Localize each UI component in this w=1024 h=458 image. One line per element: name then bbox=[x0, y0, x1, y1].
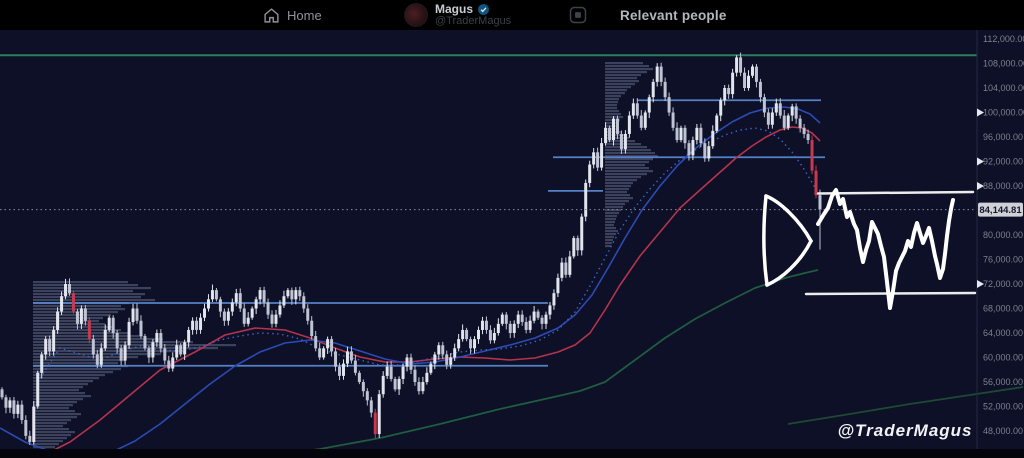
projection-zigzag-drawing bbox=[816, 188, 955, 310]
avatar[interactable] bbox=[404, 3, 428, 27]
home-label: Home bbox=[287, 7, 322, 23]
price-tick-label: 96,000.00 bbox=[983, 132, 1023, 142]
ma-red bbox=[39, 126, 821, 458]
scale-arrow-marker bbox=[977, 108, 984, 117]
volume-profile-left bbox=[33, 281, 236, 449]
relevant-people-section: Relevant people bbox=[620, 0, 727, 30]
user-handle: @TraderMagus bbox=[435, 15, 512, 27]
price-tick-label: 108,000.00 bbox=[983, 59, 1024, 69]
chart-image[interactable]: 112,000.00 108,000.00 104,000.00 100,000.00… bbox=[0, 30, 1024, 458]
volume-profile-right bbox=[605, 62, 658, 248]
last-price-label bbox=[978, 202, 1023, 217]
price-tick-label: 92,000.00 bbox=[983, 157, 1023, 167]
price-tick-label: 76,000.00 bbox=[983, 255, 1023, 265]
price-tick-label: 112,000.00 bbox=[983, 34, 1024, 44]
price-tick-label: 64,000.00 bbox=[983, 328, 1023, 338]
pennant-drawing bbox=[765, 239, 813, 287]
price-tick-label: 88,000.00 bbox=[983, 181, 1023, 191]
green-arc bbox=[787, 386, 1024, 425]
top-navigation-bar: Home Magus @TraderMagus Relevant people bbox=[0, 0, 1024, 30]
scale-arrow-marker bbox=[977, 157, 984, 166]
resistance-line-drawing bbox=[816, 190, 975, 195]
price-tick-label: 60,000.00 bbox=[983, 353, 1023, 363]
price-tick-label: 52,000.00 bbox=[983, 402, 1023, 412]
candlestick-series bbox=[0, 52, 822, 446]
price-tick-label: 104,000.00 bbox=[983, 83, 1024, 93]
verified-badge-icon bbox=[478, 4, 489, 15]
author-chip[interactable]: Magus @TraderMagus bbox=[404, 0, 511, 30]
price-tick-label: 68,000.00 bbox=[983, 304, 1023, 314]
price-tick-label: 72,000.00 bbox=[983, 279, 1023, 289]
pennant-drawing bbox=[764, 194, 813, 243]
price-tick-label: 100,000.00 bbox=[983, 108, 1024, 118]
home-icon bbox=[264, 7, 279, 23]
chart-background bbox=[0, 30, 1024, 449]
price-tick-label: 56,000.00 bbox=[983, 377, 1023, 387]
price-tick-label: 48,000.00 bbox=[983, 426, 1023, 436]
user-display-name: Magus bbox=[435, 2, 474, 16]
grok-icon bbox=[569, 6, 587, 24]
bottom-strip bbox=[0, 449, 1024, 458]
support-line-drawing bbox=[804, 291, 977, 296]
candlestick-chart: 112,000.00 108,000.00 104,000.00 100,000.00… bbox=[0, 30, 1024, 458]
watermark: @TraderMagus bbox=[837, 421, 972, 440]
home-nav[interactable]: Home bbox=[263, 0, 322, 30]
scale-arrow-marker bbox=[977, 280, 984, 288]
ma-blue-fast bbox=[39, 127, 819, 379]
last-price-value: 84,144.81 bbox=[979, 205, 1022, 216]
grok-action[interactable] bbox=[568, 0, 588, 30]
scale-arrow-marker bbox=[977, 182, 984, 190]
pennant-drawing bbox=[762, 194, 769, 287]
ma-blue bbox=[0, 106, 821, 458]
price-tick-label: 80,000.00 bbox=[983, 230, 1023, 240]
relevant-people-title: Relevant people bbox=[620, 7, 727, 23]
